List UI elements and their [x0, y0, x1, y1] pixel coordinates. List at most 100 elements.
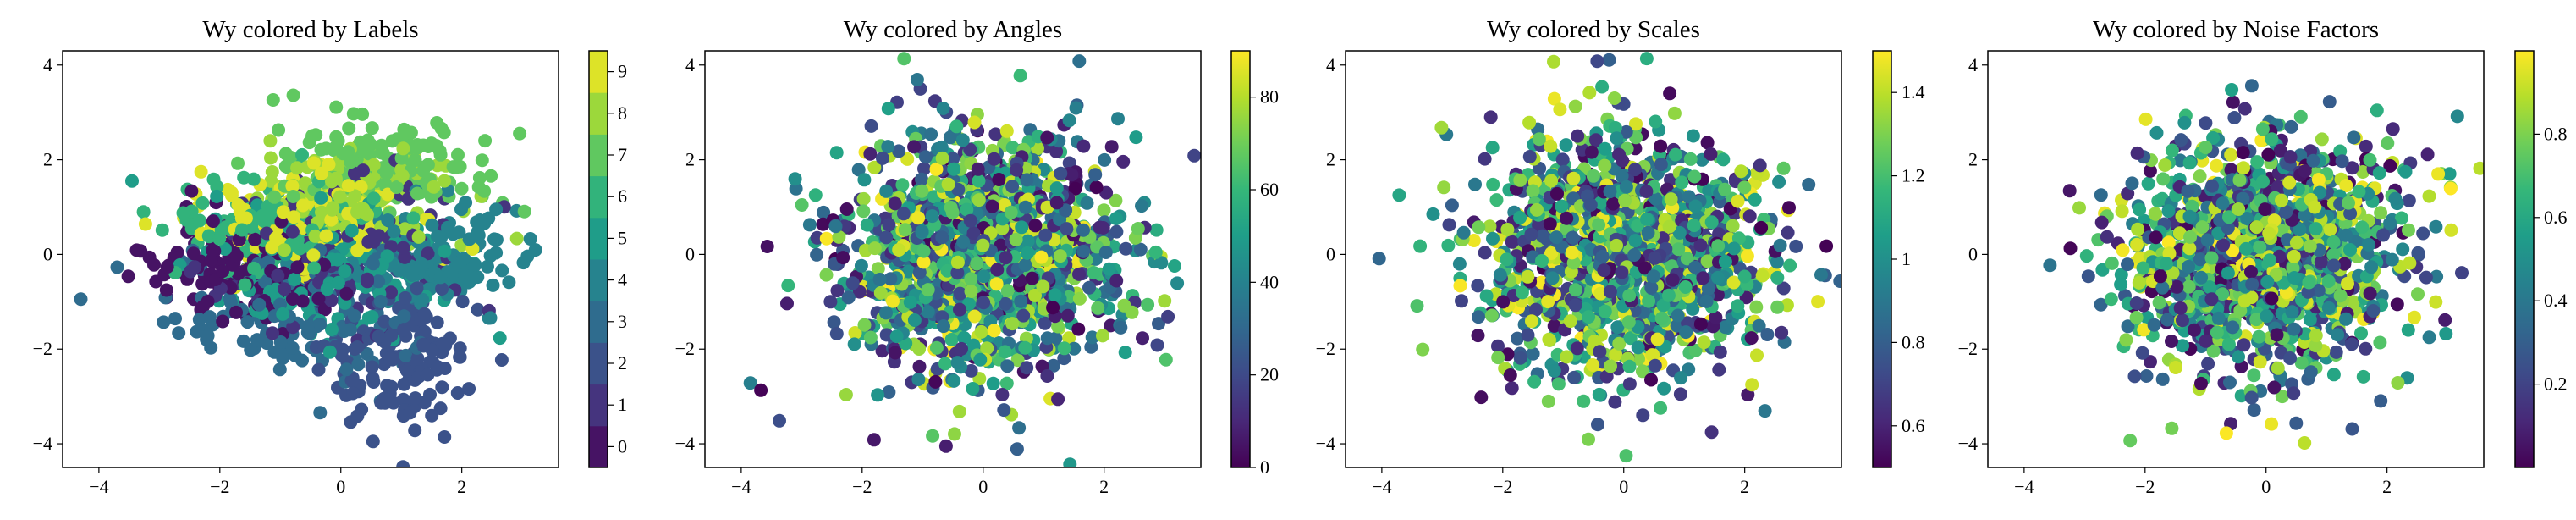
scatter-point [1635, 364, 1649, 379]
scatter-point [1663, 86, 1677, 101]
scatter-point [1060, 308, 1075, 323]
scatter-point [915, 172, 928, 186]
scatter-point [517, 204, 531, 219]
scatter-point [1521, 328, 1535, 342]
scatter-point [881, 102, 895, 116]
scatter-point [363, 234, 377, 248]
scatter-point [1547, 363, 1561, 378]
scatter-point [964, 285, 978, 298]
y-tick-label: −2 [33, 338, 52, 359]
scatter-point [907, 140, 922, 154]
scatter-point [1136, 331, 1149, 346]
scatter-point [1709, 310, 1723, 324]
scatter-point [74, 292, 88, 307]
scatter-point [1636, 408, 1650, 423]
scatter-point [1028, 219, 1043, 233]
scatter-point [2416, 226, 2430, 241]
scatter-point [823, 295, 838, 309]
scatter-point [2430, 269, 2444, 284]
scatter-point [1683, 152, 1698, 166]
scatter-point [408, 423, 422, 438]
scatter-point [1704, 215, 1719, 230]
scatter-point [1559, 138, 1573, 152]
y-tick-label: −2 [675, 338, 695, 359]
scatter-point [343, 323, 357, 337]
scatter-point [1592, 387, 1606, 401]
scatter-point [1749, 300, 1764, 314]
scatter-point [300, 319, 315, 334]
scatter-point [929, 340, 944, 355]
scatter-point [346, 375, 360, 390]
scatter-point [1688, 199, 1703, 213]
scatter-point [1530, 202, 1544, 217]
scatter-point [1608, 121, 1622, 135]
colorbar-segment [589, 259, 608, 301]
scatter-point [1671, 242, 1686, 257]
scatter-point [1622, 289, 1637, 303]
scatter-point [1005, 141, 1020, 155]
scatter-point [1046, 358, 1060, 373]
scatter-point [1654, 139, 1668, 153]
scatter-point [960, 202, 974, 217]
scatter-point [1568, 99, 1582, 113]
scatter-point [2346, 295, 2360, 309]
colorbar-segment [589, 342, 608, 385]
scatter-point [988, 127, 1003, 141]
scatter-point [829, 327, 844, 340]
colorbar-tick-label: 1.2 [1902, 165, 1925, 186]
colorbar-segment [589, 92, 608, 135]
scatter-point [1544, 246, 1559, 260]
scatter-point [263, 134, 278, 148]
scatter-point [366, 434, 380, 449]
scatter-point [1410, 299, 1424, 313]
scatter-point [1051, 392, 1065, 407]
scatter-point [1687, 169, 1702, 184]
scatter-point [1483, 110, 1498, 124]
scatter-point [438, 174, 452, 188]
scatter-point [1753, 158, 1767, 173]
scatter-point [918, 150, 933, 164]
scatter-panel-3: Wy colored by Scales−4 −2 0 2−4−20240.60.81… [1316, 16, 1925, 497]
colorbar-segment [589, 217, 608, 260]
scatter-point [1612, 336, 1627, 351]
scatter-point [1688, 260, 1703, 274]
scatter-point [947, 162, 961, 176]
scatter-point [1582, 86, 1597, 100]
scatter-point [125, 174, 139, 188]
scatter-point [1848, 204, 1862, 218]
x-tick-label: 2 [1740, 476, 1749, 497]
colorbar-tick-label: 7 [618, 144, 627, 165]
scatter-point [1648, 358, 1662, 373]
scatter-point [495, 263, 509, 278]
scatter-point [435, 336, 449, 351]
scatter-point [912, 342, 927, 356]
scatter-point [484, 169, 498, 183]
scatter-point [1040, 331, 1054, 346]
scatter-point [1485, 141, 1500, 155]
scatter-point [2386, 122, 2400, 136]
scatter-point [863, 147, 878, 161]
scatter-point [1742, 209, 1757, 224]
scatter-point [985, 199, 999, 213]
scatter-point [1726, 219, 1740, 233]
scatter-point [1010, 353, 1025, 368]
scatter-point [1678, 280, 1693, 294]
scatter-point [743, 376, 757, 390]
scatter-point [1776, 281, 1791, 296]
scatter-point [381, 213, 395, 227]
scatter-point [867, 241, 882, 256]
x-tick-label: −2 [1493, 476, 1512, 497]
scatter-point [964, 272, 978, 286]
scatter-point [435, 380, 449, 395]
scatter-point [1040, 369, 1054, 383]
scatter-point [235, 223, 249, 237]
scatter-point [435, 282, 449, 296]
x-tick-label: 0 [978, 476, 988, 497]
scatter-point [950, 356, 965, 370]
scatter-point [216, 314, 230, 329]
scatter-point [1065, 168, 1079, 182]
scatter-point [271, 268, 285, 283]
scatter-point [2139, 369, 2154, 383]
scatter-point [1595, 80, 1610, 94]
points-group [1372, 52, 1862, 463]
